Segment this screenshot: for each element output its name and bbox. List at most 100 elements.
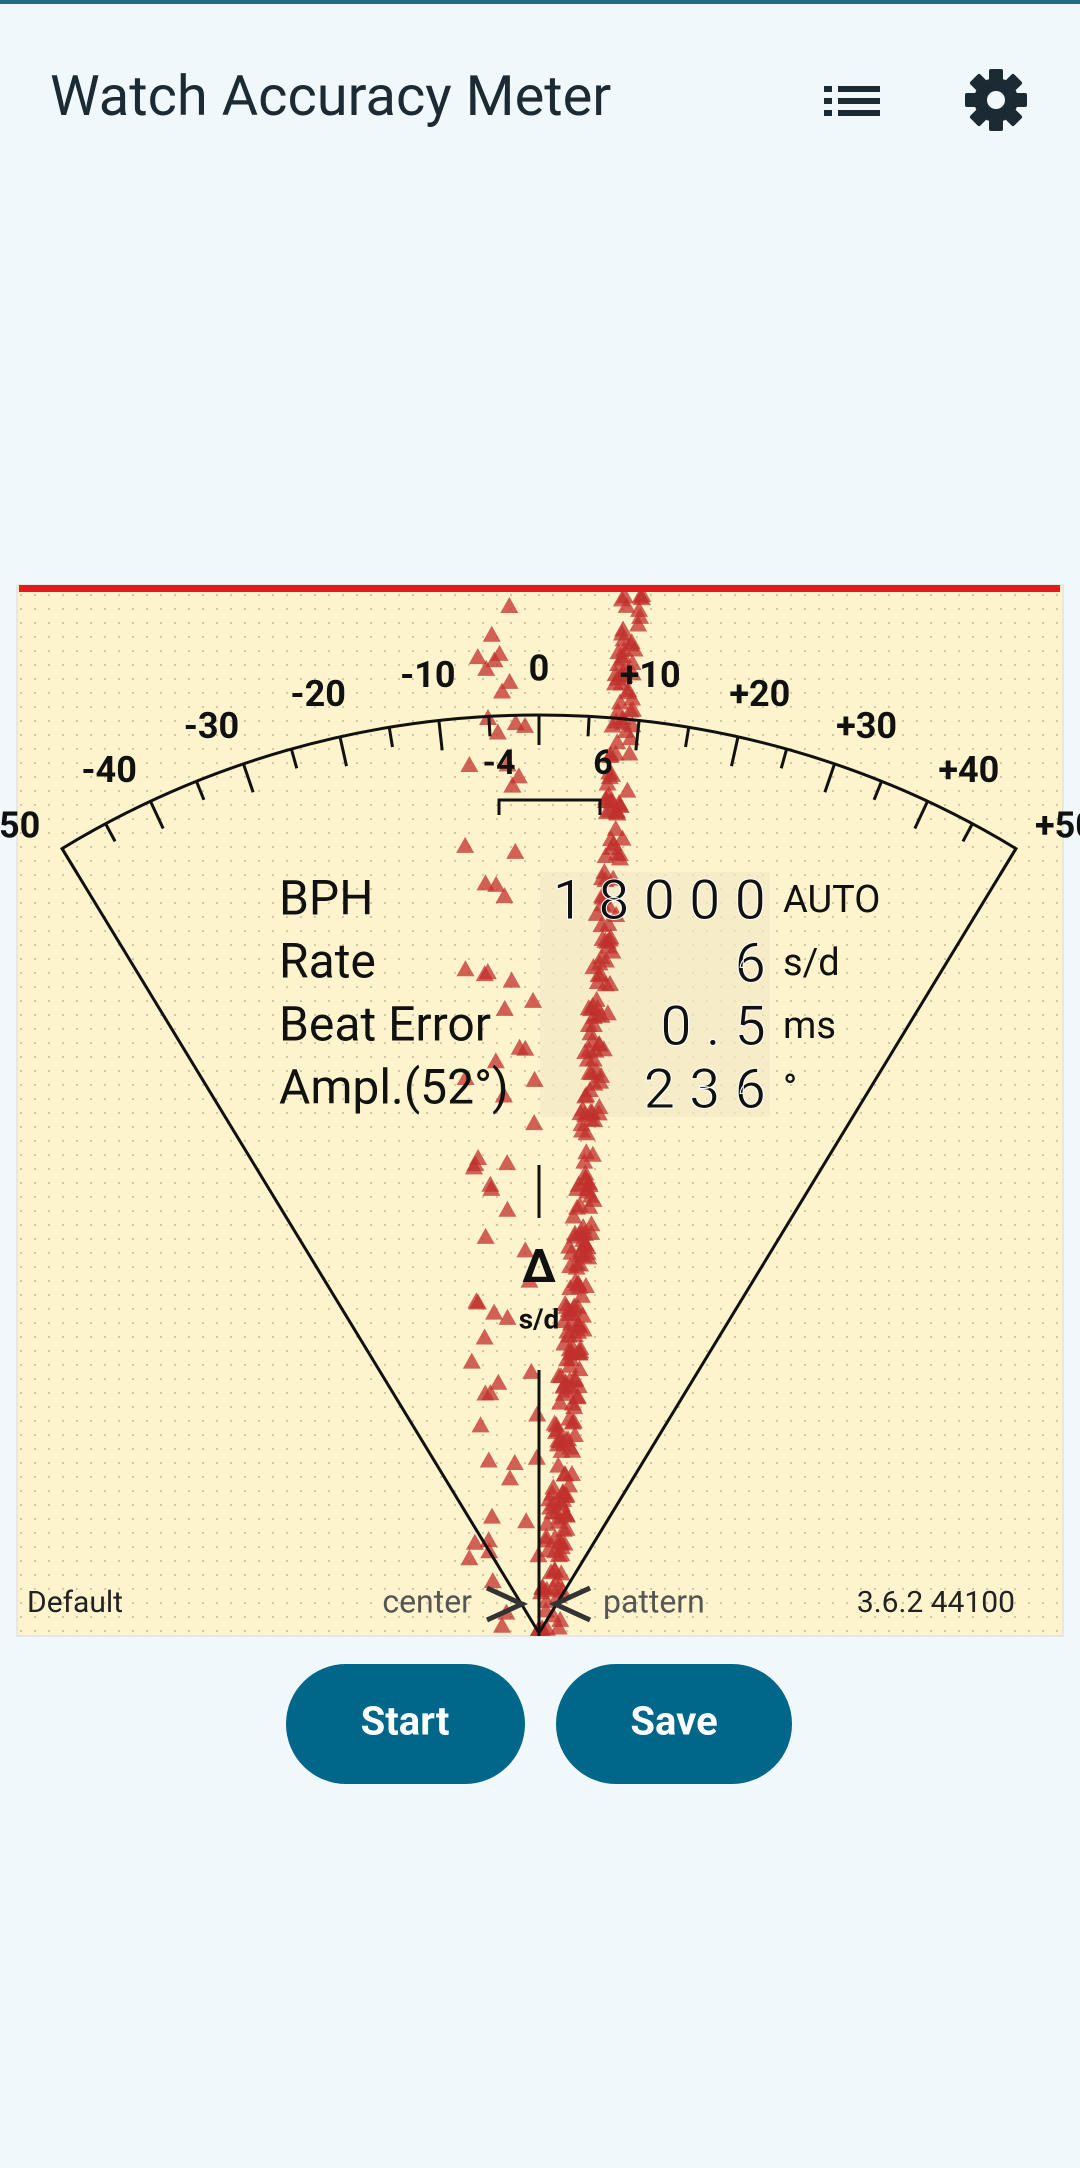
trace-point bbox=[577, 1124, 596, 1141]
dial-tick bbox=[149, 800, 165, 830]
trace-point bbox=[597, 803, 616, 820]
trace-point bbox=[476, 1227, 495, 1244]
start-button[interactable]: Start bbox=[286, 1664, 525, 1784]
trace-point bbox=[559, 1326, 578, 1343]
scale-label: -50 bbox=[0, 804, 40, 846]
dial-tick bbox=[195, 780, 206, 801]
trace-point bbox=[561, 1279, 580, 1296]
trace-point bbox=[606, 819, 625, 836]
trace-point bbox=[476, 874, 495, 891]
trace-point bbox=[581, 1024, 600, 1041]
reading-unit: ms bbox=[783, 1004, 836, 1048]
dial-tick bbox=[999, 847, 1018, 876]
trace-point bbox=[601, 792, 620, 809]
start-button-label[interactable]: Start bbox=[361, 1698, 450, 1745]
trace-point bbox=[495, 887, 514, 904]
scale-label: +50 bbox=[1035, 804, 1080, 846]
reading-value: 6 bbox=[735, 930, 780, 996]
dial-tick bbox=[289, 748, 299, 769]
trace-point bbox=[613, 829, 632, 846]
trace-point bbox=[498, 1200, 517, 1217]
trace-point bbox=[522, 1362, 541, 1379]
dial-tick bbox=[779, 748, 789, 769]
trace-point bbox=[563, 1413, 582, 1430]
dial-tick bbox=[242, 763, 255, 793]
trace-point bbox=[516, 1039, 535, 1056]
trace-point bbox=[631, 587, 650, 604]
trace-point bbox=[495, 999, 514, 1016]
trace-point bbox=[465, 1533, 484, 1550]
dial-tick bbox=[872, 780, 883, 801]
trace-point bbox=[604, 834, 623, 851]
trace-point bbox=[578, 1179, 597, 1196]
trace-point bbox=[551, 1610, 570, 1627]
scale-label: +30 bbox=[836, 705, 897, 747]
reading-label: Beat Error bbox=[279, 996, 491, 1053]
dial-tick bbox=[913, 800, 929, 830]
save-button[interactable]: Save bbox=[556, 1664, 792, 1784]
red-limit-line bbox=[19, 585, 1060, 592]
trace-point bbox=[575, 1152, 594, 1169]
trace-point bbox=[516, 1241, 535, 1258]
trace-point bbox=[545, 1414, 564, 1431]
trace-point bbox=[607, 712, 626, 729]
trace-point bbox=[466, 1155, 485, 1172]
dial-tick bbox=[684, 727, 691, 748]
trace-point bbox=[592, 1006, 611, 1023]
settings-icon[interactable] bbox=[965, 69, 1027, 131]
trace-point bbox=[486, 1052, 505, 1069]
trace-point bbox=[567, 1254, 586, 1271]
trace-point bbox=[563, 1338, 582, 1355]
trace-point bbox=[608, 733, 627, 750]
trace-point bbox=[557, 1519, 576, 1536]
trace-point bbox=[456, 1068, 475, 1085]
trace-point bbox=[566, 1370, 585, 1387]
reading-value: 18000 bbox=[553, 867, 780, 933]
trace-point bbox=[482, 1507, 501, 1524]
trace-point bbox=[488, 723, 507, 740]
trace-point bbox=[576, 1235, 595, 1252]
save-button-label[interactable]: Save bbox=[630, 1698, 717, 1745]
delta-symbol: Δ bbox=[522, 1240, 556, 1294]
trace-point bbox=[560, 1237, 579, 1254]
pattern-arrow bbox=[548, 1585, 592, 1623]
trace-point bbox=[502, 971, 521, 988]
status-line bbox=[0, 0, 1080, 4]
trace-point bbox=[485, 1303, 504, 1320]
trace-point bbox=[524, 991, 543, 1008]
reading-value: 0.5 bbox=[660, 993, 780, 1059]
trace-point bbox=[551, 1393, 570, 1410]
trace-point bbox=[565, 1398, 584, 1415]
list-icon[interactable] bbox=[824, 86, 880, 116]
trace-point bbox=[468, 648, 487, 665]
trace-point bbox=[528, 1405, 547, 1422]
trace-point bbox=[630, 600, 649, 617]
measurement-trace bbox=[456, 586, 652, 1636]
dial-tick bbox=[437, 720, 444, 751]
trace-point bbox=[489, 1373, 508, 1390]
version-label: 3.6.2 44100 bbox=[857, 1585, 1015, 1620]
window-label: -4 bbox=[483, 743, 516, 783]
trace-point bbox=[537, 1527, 556, 1544]
trace-point bbox=[611, 693, 630, 710]
trace-point bbox=[568, 1387, 587, 1404]
profile-label: Default bbox=[27, 1585, 123, 1620]
reading-unit: AUTO bbox=[783, 878, 880, 922]
trace-point bbox=[576, 1164, 595, 1181]
trace-point bbox=[503, 776, 522, 793]
trace-point bbox=[574, 1320, 593, 1337]
trace-point bbox=[598, 774, 617, 791]
trace-point bbox=[479, 1451, 498, 1468]
trace-point bbox=[482, 625, 501, 642]
trace-point bbox=[460, 756, 479, 773]
center-label: center bbox=[382, 1582, 472, 1620]
trace-point bbox=[620, 744, 639, 761]
trace-point bbox=[580, 1081, 599, 1098]
trace-point bbox=[498, 755, 517, 772]
dial-tick bbox=[338, 736, 348, 767]
readout-background bbox=[540, 872, 770, 1117]
reading-label: Ampl.(52°) bbox=[279, 1059, 509, 1116]
meter-panel: -50 -40 -30 -20 -10 0 +10 +20 +30 +40 +50 -4 6 Δ s… bbox=[0, 584, 1080, 1637]
scale-label: +10 bbox=[620, 654, 681, 696]
